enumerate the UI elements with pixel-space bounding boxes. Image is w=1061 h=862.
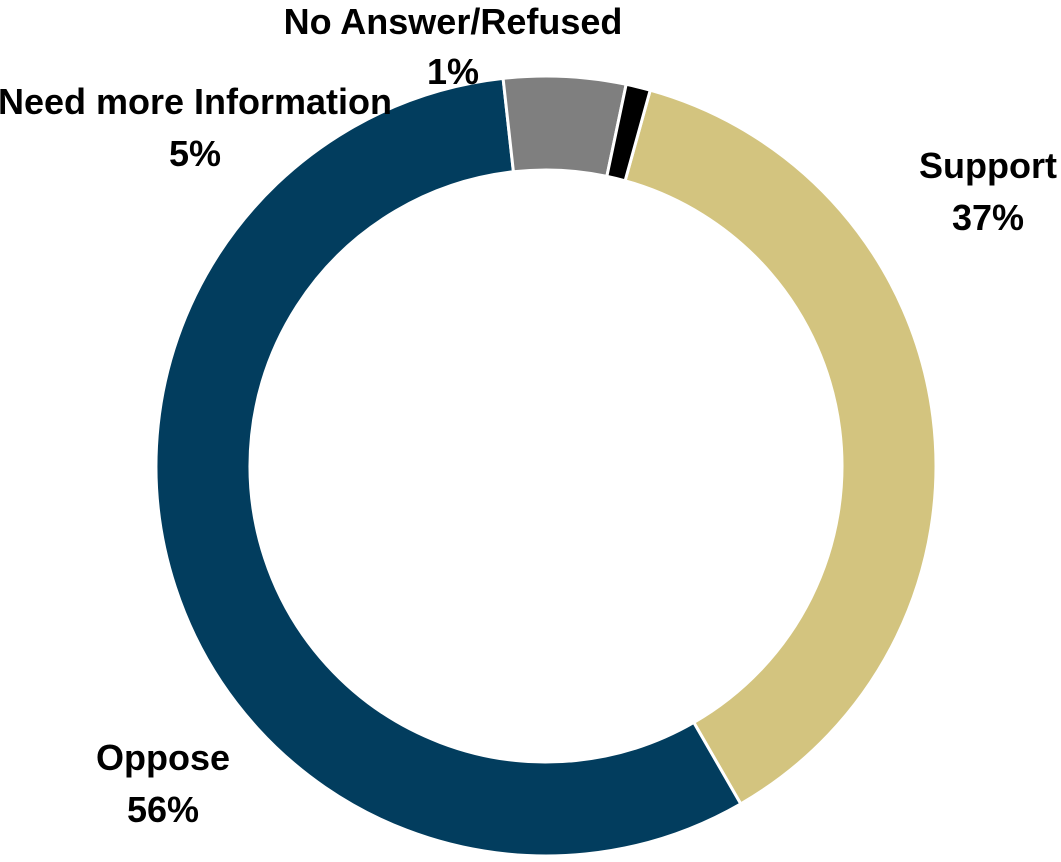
label-support-name: Support bbox=[919, 145, 1057, 186]
label-support-value: 37% bbox=[952, 197, 1024, 238]
slice-support bbox=[623, 88, 938, 806]
label-no-answer-value: 1% bbox=[427, 51, 479, 92]
slice-oppose bbox=[154, 76, 743, 858]
label-need-more-info-value: 5% bbox=[169, 133, 221, 174]
label-oppose-value: 56% bbox=[127, 789, 199, 830]
slice-need-more-info bbox=[501, 74, 628, 179]
label-oppose-name: Oppose bbox=[96, 737, 230, 778]
slice-no-answer bbox=[605, 82, 653, 183]
label-group: Support 37% Oppose 56% Need more Informa… bbox=[0, 1, 1057, 830]
slice-group bbox=[154, 74, 938, 858]
label-no-answer-name: No Answer/Refused bbox=[284, 1, 623, 42]
label-need-more-info-name: Need more Information bbox=[0, 81, 392, 122]
